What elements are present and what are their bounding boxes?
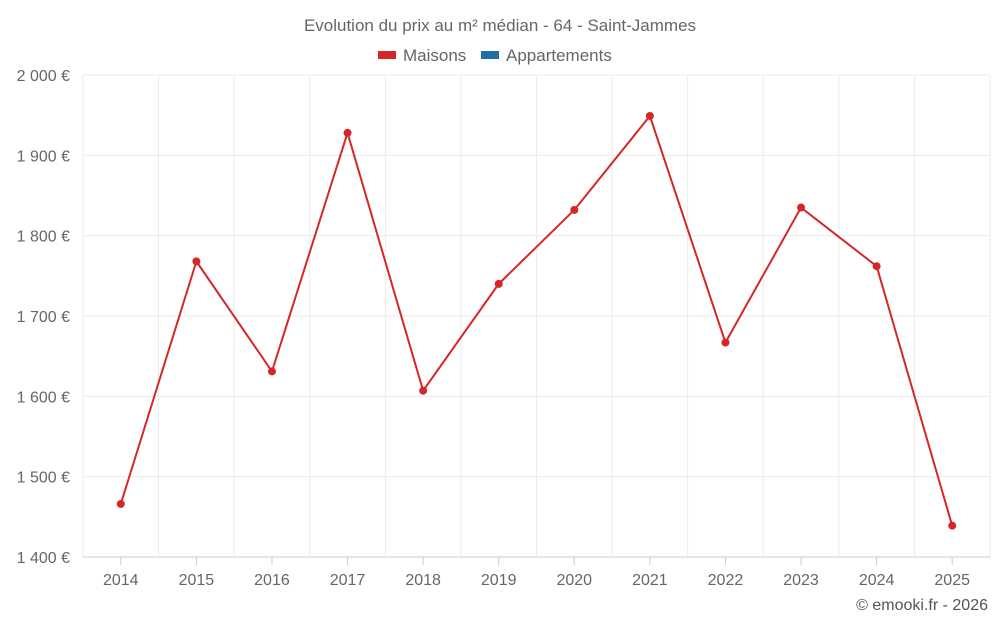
data-point[interactable] — [645, 111, 654, 120]
series-maisons — [116, 111, 957, 530]
x-tick-label: 2018 — [405, 572, 441, 589]
y-tick-label: 2 000 € — [17, 68, 70, 85]
x-tick-label: 2016 — [254, 572, 290, 589]
legend-label-appartements[interactable]: Appartements — [506, 46, 612, 65]
data-point[interactable] — [797, 203, 806, 212]
legend: Maisons Appartements — [378, 46, 612, 65]
x-tick-label: 2017 — [330, 572, 366, 589]
x-tick-label: 2019 — [481, 572, 517, 589]
x-tick-label: 2020 — [556, 572, 592, 589]
y-tick-label: 1 400 € — [17, 550, 70, 567]
data-point[interactable] — [948, 521, 957, 530]
y-tick-label: 1 600 € — [17, 389, 70, 406]
x-tick-label: 2014 — [103, 572, 139, 589]
data-point[interactable] — [872, 262, 881, 271]
data-point[interactable] — [192, 257, 201, 266]
y-axis-ticks: 1 400 € 1 500 € 1 600 € 1 700 € 1 800 € 1 900… — [17, 68, 70, 567]
data-point[interactable] — [494, 279, 503, 288]
y-tick-label: 1 900 € — [17, 148, 70, 165]
chart-title: Evolution du prix au m² médian - 64 - Sa… — [304, 16, 696, 35]
y-tick-label: 1 800 € — [17, 229, 70, 246]
legend-swatch-maisons — [378, 51, 396, 59]
data-point[interactable] — [419, 386, 428, 395]
data-point[interactable] — [570, 205, 579, 214]
data-point[interactable] — [267, 367, 276, 376]
x-tick-label: 2021 — [632, 572, 668, 589]
y-tick-label: 1 700 € — [17, 309, 70, 326]
x-axis-ticks: 2014 2015 2016 2017 2018 2019 2020 2021 2022 2023… — [103, 557, 970, 589]
x-tick-label: 2023 — [783, 572, 819, 589]
x-tick-label: 2024 — [859, 572, 895, 589]
y-tick-label: 1 500 € — [17, 470, 70, 487]
data-point[interactable] — [721, 338, 730, 347]
x-gridlines — [82, 75, 991, 557]
legend-label-maisons[interactable]: Maisons — [403, 46, 466, 65]
data-point[interactable] — [116, 499, 125, 508]
legend-swatch-appartements — [481, 51, 499, 59]
credit-text: © emooki.fr - 2026 — [856, 597, 988, 614]
series-line — [119, 114, 954, 526]
x-tick-label: 2015 — [179, 572, 215, 589]
data-point[interactable] — [343, 128, 352, 137]
x-tick-label: 2022 — [708, 572, 744, 589]
x-tick-label: 2025 — [934, 572, 970, 589]
